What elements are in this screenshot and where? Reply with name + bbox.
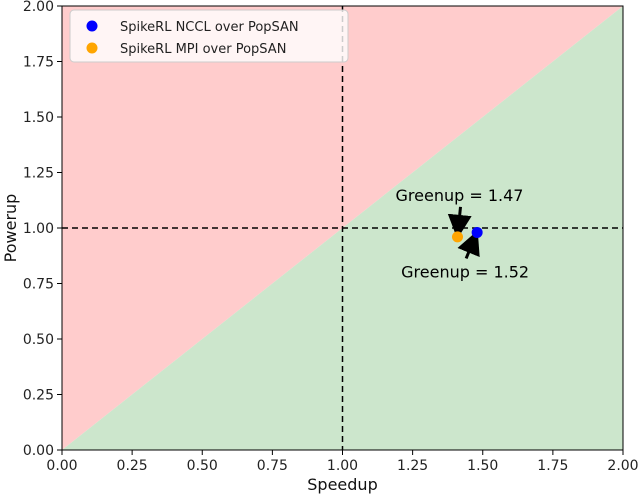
x-tick-label: 0.50 — [187, 458, 218, 474]
x-tick-label: 1.50 — [467, 458, 498, 474]
annotation-greenup-2: Greenup = 1.52 — [401, 262, 529, 281]
y-tick-label: 1.50 — [23, 110, 54, 126]
point-nccl — [471, 226, 483, 238]
y-tick-label: 0.00 — [23, 443, 54, 459]
legend-label-mpi: SpikeRL MPI over PopSAN — [120, 42, 286, 57]
legend-label-nccl: SpikeRL NCCL over PopSAN — [120, 20, 299, 35]
y-tick-label: 0.75 — [23, 277, 54, 293]
point-mpi — [452, 231, 464, 243]
y-tick-label: 1.00 — [23, 221, 54, 237]
y-tick-label: 2.00 — [23, 0, 54, 15]
annotation-greenup-1: Greenup = 1.47 — [396, 186, 524, 205]
y-axis-ticks: 0.00 0.25 0.50 0.75 1.00 1.25 1.50 1.75 2.00 — [23, 0, 62, 459]
x-tick-label: 2.00 — [607, 458, 638, 474]
legend-box — [69, 9, 349, 63]
annotation-arrow-greenup-2 — [457, 230, 480, 260]
legend-marker-mpi — [86, 42, 98, 54]
y-axis-label: Powerup — [1, 194, 20, 263]
x-tick-label: 0.00 — [46, 458, 77, 474]
y-tick-label: 0.25 — [23, 388, 54, 404]
legend-marker-nccl — [86, 20, 98, 32]
x-tick-label: 1.00 — [327, 458, 358, 474]
x-tick-label: 0.75 — [257, 458, 288, 474]
x-axis-label: Speedup — [307, 475, 377, 494]
x-tick-label: 0.25 — [117, 458, 148, 474]
annotations: Greenup = 1.47 Greenup = 1.52 — [396, 186, 530, 282]
y-tick-label: 0.50 — [23, 332, 54, 348]
x-axis-ticks: 0.00 0.25 0.50 0.75 1.00 1.25 1.50 1.75 2.00 — [46, 450, 639, 474]
y-tick-label: 1.75 — [23, 55, 54, 71]
x-tick-label: 1.75 — [537, 458, 568, 474]
x-tick-label: 1.25 — [397, 458, 428, 474]
legend: SpikeRL NCCL over PopSAN SpikeRL MPI ove… — [69, 9, 349, 63]
y-tick-label: 1.25 — [23, 166, 54, 182]
annotation-arrow-greenup-1 — [447, 206, 472, 239]
